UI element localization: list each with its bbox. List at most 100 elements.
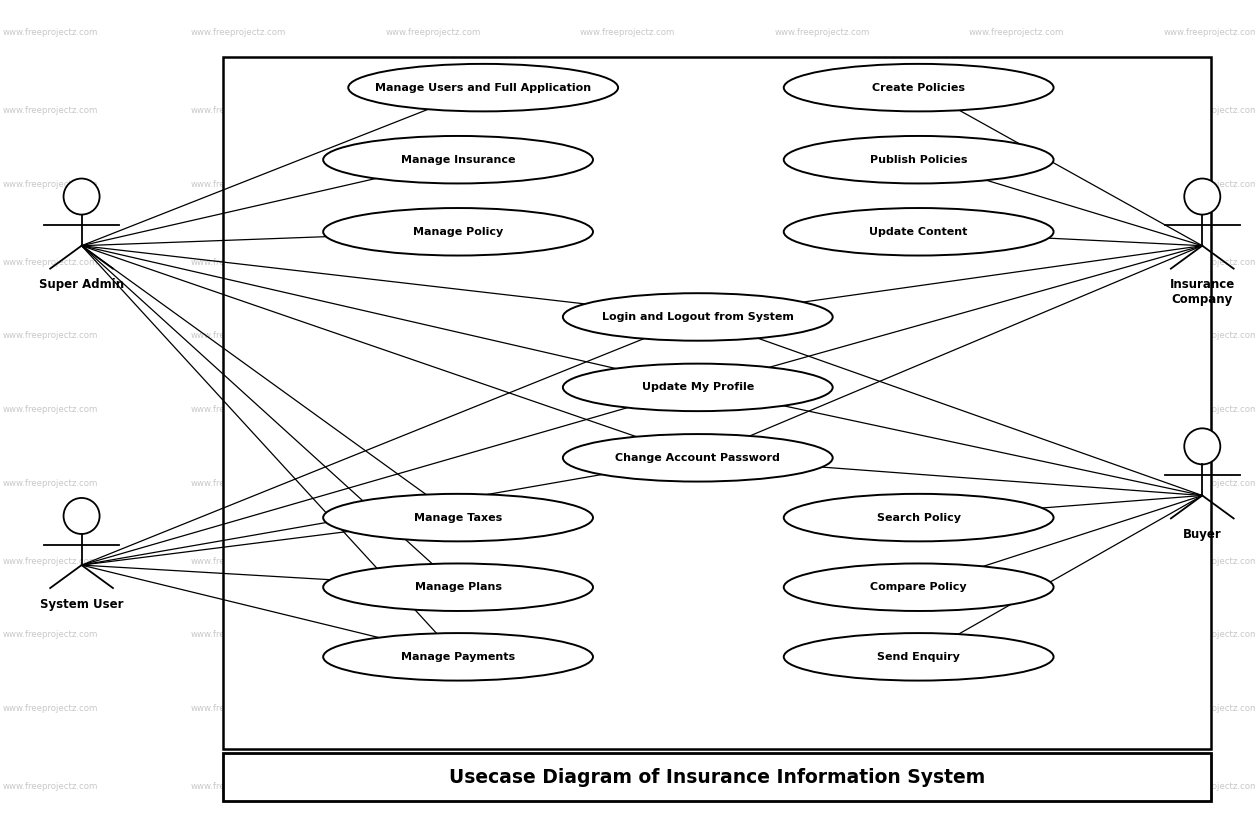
Text: www.freeprojectz.com: www.freeprojectz.com <box>3 29 98 37</box>
FancyBboxPatch shape <box>223 753 1211 801</box>
Ellipse shape <box>349 64 617 111</box>
Ellipse shape <box>324 633 592 681</box>
Text: www.freeprojectz.com: www.freeprojectz.com <box>191 405 286 414</box>
Text: www.freeprojectz.com: www.freeprojectz.com <box>3 258 98 266</box>
Text: www.freeprojectz.com: www.freeprojectz.com <box>3 631 98 639</box>
Text: www.freeprojectz.com: www.freeprojectz.com <box>580 479 675 487</box>
Text: www.freeprojectz.com: www.freeprojectz.com <box>969 29 1064 37</box>
Text: www.freeprojectz.com: www.freeprojectz.com <box>969 631 1064 639</box>
Text: www.freeprojectz.com: www.freeprojectz.com <box>774 405 870 414</box>
Ellipse shape <box>783 633 1054 681</box>
Text: www.freeprojectz.com: www.freeprojectz.com <box>191 557 286 565</box>
Text: www.freeprojectz.com: www.freeprojectz.com <box>385 332 481 340</box>
Ellipse shape <box>783 563 1054 611</box>
Text: www.freeprojectz.com: www.freeprojectz.com <box>3 479 98 487</box>
Text: www.freeprojectz.com: www.freeprojectz.com <box>385 782 481 790</box>
Text: www.freeprojectz.com: www.freeprojectz.com <box>969 106 1064 115</box>
Text: www.freeprojectz.com: www.freeprojectz.com <box>191 258 286 266</box>
Text: www.freeprojectz.com: www.freeprojectz.com <box>191 704 286 713</box>
Text: www.freeprojectz.com: www.freeprojectz.com <box>191 106 286 115</box>
Ellipse shape <box>324 136 592 183</box>
Text: www.freeprojectz.com: www.freeprojectz.com <box>774 180 870 188</box>
Text: www.freeprojectz.com: www.freeprojectz.com <box>774 557 870 565</box>
Text: www.freeprojectz.com: www.freeprojectz.com <box>385 258 481 266</box>
Text: www.freeprojectz.com: www.freeprojectz.com <box>774 106 870 115</box>
Text: www.freeprojectz.com: www.freeprojectz.com <box>1163 405 1255 414</box>
FancyBboxPatch shape <box>223 57 1211 749</box>
Text: www.freeprojectz.com: www.freeprojectz.com <box>191 782 286 790</box>
Ellipse shape <box>783 64 1054 111</box>
Text: www.freeprojectz.com: www.freeprojectz.com <box>1163 704 1255 713</box>
Text: www.freeprojectz.com: www.freeprojectz.com <box>774 29 870 37</box>
Text: www.freeprojectz.com: www.freeprojectz.com <box>3 405 98 414</box>
Text: Search Policy: Search Policy <box>877 513 960 523</box>
Text: www.freeprojectz.com: www.freeprojectz.com <box>3 180 98 188</box>
Text: www.freeprojectz.com: www.freeprojectz.com <box>385 557 481 565</box>
Text: www.freeprojectz.com: www.freeprojectz.com <box>191 180 286 188</box>
Text: Update Content: Update Content <box>870 227 968 237</box>
Text: www.freeprojectz.com: www.freeprojectz.com <box>191 631 286 639</box>
Text: Buyer: Buyer <box>1183 528 1221 541</box>
Text: www.freeprojectz.com: www.freeprojectz.com <box>969 782 1064 790</box>
Text: www.freeprojectz.com: www.freeprojectz.com <box>385 29 481 37</box>
Text: www.freeprojectz.com: www.freeprojectz.com <box>3 106 98 115</box>
Ellipse shape <box>783 208 1054 256</box>
Text: www.freeprojectz.com: www.freeprojectz.com <box>385 180 481 188</box>
Text: Manage Insurance: Manage Insurance <box>400 155 516 165</box>
Ellipse shape <box>1185 428 1220 464</box>
Text: www.freeprojectz.com: www.freeprojectz.com <box>580 704 675 713</box>
Text: System User: System User <box>40 598 123 611</box>
Text: Usecase Diagram of Insurance Information System: Usecase Diagram of Insurance Information… <box>449 767 985 787</box>
Text: www.freeprojectz.com: www.freeprojectz.com <box>969 180 1064 188</box>
Text: Insurance
Company: Insurance Company <box>1170 278 1235 306</box>
Text: www.freeprojectz.com: www.freeprojectz.com <box>1163 782 1255 790</box>
Ellipse shape <box>324 494 592 541</box>
Text: www.freeprojectz.com: www.freeprojectz.com <box>580 258 675 266</box>
Text: www.freeprojectz.com: www.freeprojectz.com <box>1163 180 1255 188</box>
Text: Manage Policy: Manage Policy <box>413 227 503 237</box>
Text: Super Admin: Super Admin <box>39 278 124 292</box>
Text: www.freeprojectz.com: www.freeprojectz.com <box>580 557 675 565</box>
Text: www.freeprojectz.com: www.freeprojectz.com <box>191 479 286 487</box>
Text: www.freeprojectz.com: www.freeprojectz.com <box>969 332 1064 340</box>
Text: www.freeprojectz.com: www.freeprojectz.com <box>191 332 286 340</box>
Text: www.freeprojectz.com: www.freeprojectz.com <box>969 704 1064 713</box>
Text: www.freeprojectz.com: www.freeprojectz.com <box>1163 557 1255 565</box>
Text: www.freeprojectz.com: www.freeprojectz.com <box>774 479 870 487</box>
Text: www.freeprojectz.com: www.freeprojectz.com <box>580 180 675 188</box>
Text: www.freeprojectz.com: www.freeprojectz.com <box>774 332 870 340</box>
Text: Manage Payments: Manage Payments <box>402 652 515 662</box>
Text: Compare Policy: Compare Policy <box>871 582 966 592</box>
Text: www.freeprojectz.com: www.freeprojectz.com <box>580 405 675 414</box>
Ellipse shape <box>324 563 592 611</box>
Text: www.freeprojectz.com: www.freeprojectz.com <box>385 479 481 487</box>
Text: www.freeprojectz.com: www.freeprojectz.com <box>1163 106 1255 115</box>
Text: www.freeprojectz.com: www.freeprojectz.com <box>969 557 1064 565</box>
Text: www.freeprojectz.com: www.freeprojectz.com <box>385 405 481 414</box>
Text: www.freeprojectz.com: www.freeprojectz.com <box>385 106 481 115</box>
Text: Send Enquiry: Send Enquiry <box>877 652 960 662</box>
Text: www.freeprojectz.com: www.freeprojectz.com <box>580 29 675 37</box>
Text: Create Policies: Create Policies <box>872 83 965 93</box>
Text: www.freeprojectz.com: www.freeprojectz.com <box>580 631 675 639</box>
Text: www.freeprojectz.com: www.freeprojectz.com <box>969 258 1064 266</box>
Text: www.freeprojectz.com: www.freeprojectz.com <box>3 782 98 790</box>
Ellipse shape <box>64 498 99 534</box>
Ellipse shape <box>563 364 833 411</box>
Text: www.freeprojectz.com: www.freeprojectz.com <box>191 29 286 37</box>
Text: www.freeprojectz.com: www.freeprojectz.com <box>3 332 98 340</box>
Text: Manage Users and Full Application: Manage Users and Full Application <box>375 83 591 93</box>
Ellipse shape <box>563 293 833 341</box>
Text: www.freeprojectz.com: www.freeprojectz.com <box>1163 631 1255 639</box>
Ellipse shape <box>324 208 592 256</box>
Ellipse shape <box>563 434 833 482</box>
Text: www.freeprojectz.com: www.freeprojectz.com <box>3 704 98 713</box>
Text: Publish Policies: Publish Policies <box>870 155 968 165</box>
Text: www.freeprojectz.com: www.freeprojectz.com <box>580 332 675 340</box>
Text: Manage Taxes: Manage Taxes <box>414 513 502 523</box>
Text: Login and Logout from System: Login and Logout from System <box>602 312 793 322</box>
Text: www.freeprojectz.com: www.freeprojectz.com <box>385 704 481 713</box>
Ellipse shape <box>64 179 99 215</box>
Text: Manage Plans: Manage Plans <box>414 582 502 592</box>
Ellipse shape <box>1185 179 1220 215</box>
